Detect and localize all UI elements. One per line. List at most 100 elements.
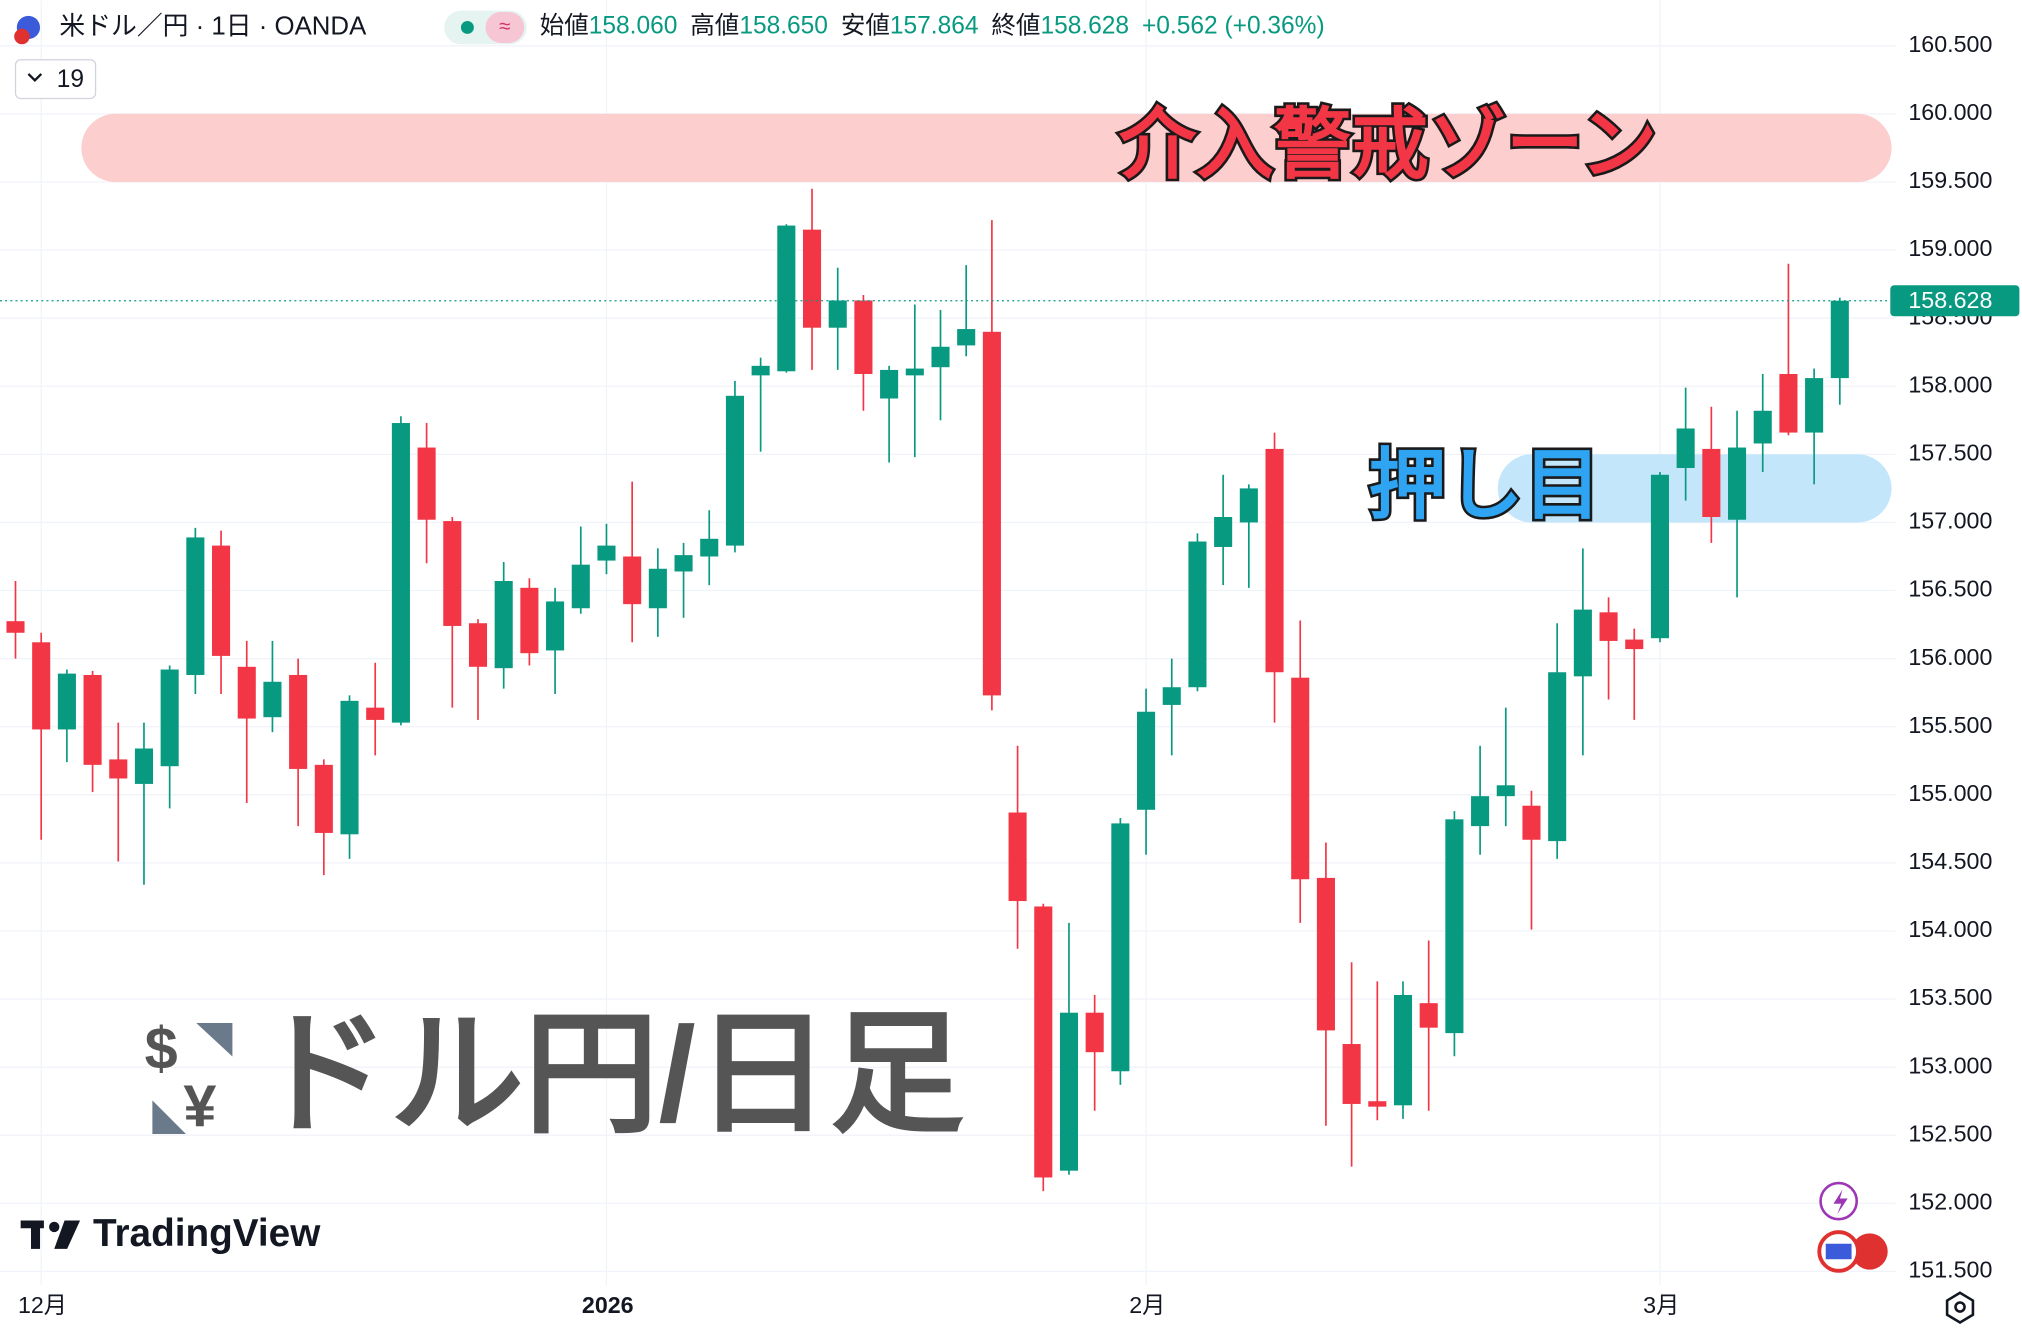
candle-body	[1034, 906, 1053, 1178]
last-price-tag	[1890, 285, 2020, 317]
zone-label: 介入警戒ゾーン	[1119, 102, 1657, 188]
candle-body	[1188, 541, 1207, 688]
candle-body	[1830, 300, 1849, 379]
candle-body	[1805, 378, 1824, 433]
candle-body	[1368, 1101, 1387, 1107]
y-tick-label: 154.500	[1908, 848, 1992, 874]
settings-dot	[1954, 1301, 1966, 1313]
candle-body	[314, 764, 333, 833]
flag-icon	[14, 28, 30, 45]
logo-part	[49, 1221, 60, 1233]
candle-body	[1599, 612, 1618, 641]
ohlc-value: 157.864	[890, 13, 979, 40]
yen-icon: ¥	[183, 1072, 216, 1139]
candle-body	[648, 568, 667, 609]
y-tick-label: 160.000	[1908, 99, 1992, 125]
candle-body	[571, 564, 590, 609]
candle-body	[1625, 639, 1644, 650]
candles	[6, 188, 1849, 1192]
candle-body	[212, 545, 231, 656]
indicator-toggle[interactable]	[14, 59, 97, 100]
candle-body	[700, 538, 719, 557]
candle-body	[160, 669, 179, 767]
brand: TradingView	[93, 1212, 321, 1255]
candle-body	[263, 681, 282, 718]
candle-body	[546, 601, 565, 651]
y-tick-label: 155.000	[1908, 780, 1992, 806]
candle-body	[1059, 1012, 1079, 1171]
settings-icon[interactable]	[1945, 1291, 1975, 1325]
candle-body	[468, 623, 488, 667]
watermark-icon: $ ¥	[145, 1014, 233, 1139]
candle-body	[1727, 447, 1747, 520]
candle-body	[1085, 1012, 1104, 1053]
candle-body	[880, 369, 899, 399]
y-tick-label: 157.000	[1908, 508, 1992, 534]
candle-body	[1548, 672, 1567, 842]
candle-body	[1111, 823, 1130, 1072]
arrow-icon	[152, 1100, 186, 1134]
y-tick-label: 159.000	[1908, 235, 1992, 261]
arrow-icon	[196, 1022, 233, 1057]
candle-body	[1137, 711, 1156, 810]
ohlc-value: 158.628	[1040, 13, 1129, 40]
candle-body	[1291, 677, 1310, 880]
last-price-label: 158.628	[1908, 287, 1992, 313]
candle-body	[1702, 448, 1721, 518]
candle-body	[1471, 796, 1490, 827]
zone-band	[81, 113, 1892, 182]
candle-body	[57, 673, 76, 730]
y-tick-label: 158.000	[1908, 371, 1992, 397]
candle-body	[417, 447, 436, 520]
candle-body	[777, 225, 796, 372]
ohlc-label: 終値	[991, 12, 1040, 40]
candle-body	[1419, 1003, 1438, 1028]
dollar-icon: $	[145, 1014, 178, 1081]
x-tick-label: 2月	[1129, 1292, 1165, 1318]
brand-logo	[20, 1220, 81, 1249]
zone-label: 押し目	[1369, 442, 1601, 528]
candle-body	[1753, 410, 1772, 444]
change: +0.562 (+0.36%)	[1142, 13, 1325, 40]
candle-body	[1573, 609, 1592, 677]
status-dot	[460, 20, 474, 34]
candle-body	[1779, 374, 1798, 433]
candle-body	[289, 674, 308, 769]
candle-body	[186, 537, 205, 675]
ohlc-label: 始値	[540, 12, 589, 40]
y-tick-label: 159.500	[1908, 167, 1992, 193]
watermark: ドル円/日足	[256, 999, 965, 1149]
candle-body	[83, 674, 102, 765]
candle-body	[957, 329, 976, 346]
candle-body	[1008, 812, 1027, 902]
event-icon[interactable]	[1851, 1233, 1888, 1270]
candle-body	[134, 748, 154, 784]
x-tick-label: 12月	[18, 1292, 67, 1318]
candle-body	[1676, 428, 1695, 468]
ohlc: 始値158.060 高値158.650 安値157.864 終値158.628 +0.5…	[540, 12, 1325, 40]
x-tick-label: 3月	[1643, 1292, 1679, 1318]
candle-body	[1162, 687, 1181, 705]
candle-body	[340, 700, 359, 835]
y-tick-label: 156.500	[1908, 576, 1992, 602]
candle-body	[674, 555, 693, 572]
logo-part	[30, 1220, 41, 1249]
ohlc-label: 高値	[690, 12, 739, 40]
candle-body	[1239, 488, 1258, 523]
candle-body	[1496, 785, 1515, 797]
y-tick-label: 156.000	[1908, 644, 1992, 670]
candle-body	[443, 521, 462, 626]
candle-body	[1316, 877, 1335, 1031]
y-tick-label: 155.500	[1908, 712, 1992, 738]
ohlc-value: 158.060	[589, 13, 678, 40]
candle-body	[905, 368, 924, 376]
candle-body	[1342, 1044, 1361, 1104]
header: 米ドル／円 · 1日 · OANDA ≈ 始値158.060 高値158.650 安…	[14, 10, 1325, 100]
flag	[1825, 1243, 1852, 1260]
y-tick-label: 152.000	[1908, 1188, 1992, 1214]
candle-body	[237, 666, 256, 719]
candle-body	[391, 423, 410, 723]
status-pill	[485, 11, 525, 43]
